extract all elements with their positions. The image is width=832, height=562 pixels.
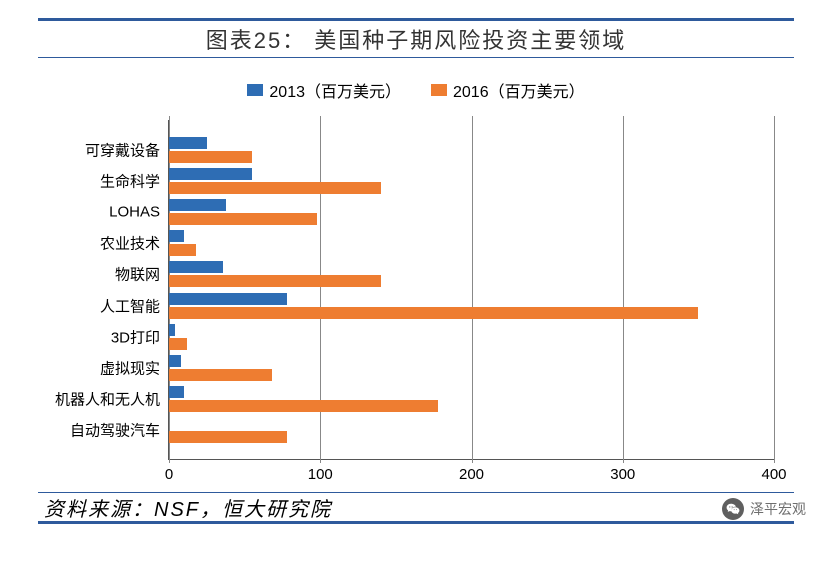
chart-header: 图表25： 美国种子期风险投资主要领域: [38, 18, 794, 58]
gridline: [472, 116, 473, 463]
legend-item-2016: 2016（百万美元）: [431, 78, 585, 102]
bar: [169, 199, 226, 211]
bar: [169, 386, 184, 398]
page-root: 图表25： 美国种子期风险投资主要领域 2013（百万美元） 2016（百万美元…: [0, 0, 832, 562]
legend-swatch-2013: [247, 84, 263, 96]
bar: [169, 182, 381, 194]
bar: [169, 230, 184, 242]
gridline: [774, 116, 775, 463]
bar: [169, 261, 223, 273]
x-tick-label: 300: [610, 466, 635, 483]
wechat-icon: [722, 498, 744, 520]
bar: [169, 369, 272, 381]
bar: [169, 324, 175, 336]
plot-area: 0100200300400: [168, 120, 774, 460]
source-text: 资料来源：NSF，恒大研究院: [38, 493, 332, 522]
legend-label-2013: 2013（百万美元）: [269, 78, 401, 102]
y-category-label: LOHAS: [109, 204, 160, 221]
bar: [169, 338, 187, 350]
bar: [169, 307, 698, 319]
y-category-label: 人工智能: [100, 295, 160, 316]
bar: [169, 244, 196, 256]
x-tick-label: 0: [165, 466, 173, 483]
y-category-label: 生命科学: [100, 170, 160, 191]
y-category-label: 机器人和无人机: [55, 389, 160, 410]
y-category-label: 自动驾驶汽车: [70, 420, 160, 441]
source-bar: 资料来源：NSF，恒大研究院: [38, 492, 794, 524]
bar: [169, 355, 181, 367]
bar: [169, 151, 252, 163]
bar: [169, 137, 207, 149]
x-tick-label: 100: [308, 466, 333, 483]
chart-legend: 2013（百万美元） 2016（百万美元）: [38, 78, 794, 102]
y-category-label: 虚拟现实: [100, 358, 160, 379]
bar: [169, 431, 287, 443]
x-tick-label: 200: [459, 466, 484, 483]
y-category-label: 3D打印: [111, 326, 160, 347]
y-axis-labels: 可穿戴设备生命科学 LOHAS 农业技术物联网人工智能 3D打印虚拟现实机器人和无人机…: [38, 120, 166, 460]
gridline: [623, 116, 624, 463]
y-category-label: 物联网: [115, 264, 160, 285]
watermark: 泽平宏观: [722, 498, 806, 520]
y-category-label: 农业技术: [100, 233, 160, 254]
y-category-label: 可穿戴设备: [85, 139, 160, 160]
bar: [169, 400, 438, 412]
chart-title: 图表25： 美国种子期风险投资主要领域: [206, 23, 627, 55]
bar: [169, 168, 252, 180]
bar: [169, 213, 317, 225]
bar: [169, 275, 381, 287]
legend-item-2013: 2013（百万美元）: [247, 78, 401, 102]
bar: [169, 293, 287, 305]
legend-label-2016: 2016（百万美元）: [453, 78, 585, 102]
x-tick-label: 400: [761, 466, 786, 483]
watermark-label: 泽平宏观: [750, 499, 806, 519]
legend-swatch-2016: [431, 84, 447, 96]
chart-area: 2013（百万美元） 2016（百万美元） 可穿戴设备生命科学 LOHAS 农业技术…: [38, 72, 794, 490]
